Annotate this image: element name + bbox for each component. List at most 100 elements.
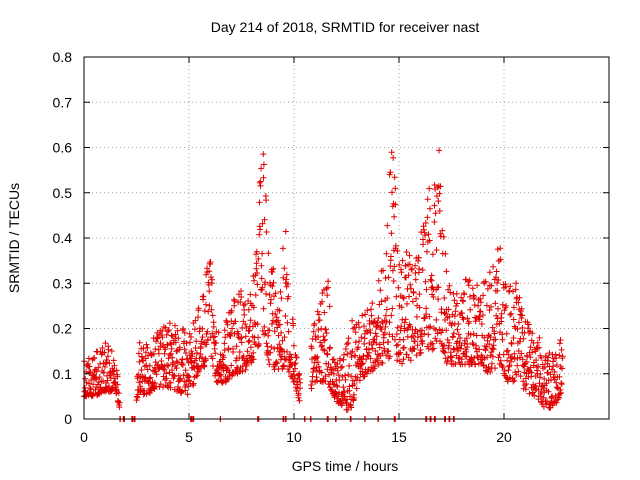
data-point	[270, 265, 277, 272]
data-point	[384, 222, 391, 229]
data-point	[527, 344, 534, 351]
data-point	[414, 328, 421, 335]
data-point	[258, 275, 265, 282]
data-point	[545, 354, 552, 361]
data-point	[101, 363, 108, 370]
data-point	[296, 376, 303, 382]
data-point	[428, 277, 435, 284]
data-point	[366, 349, 372, 356]
data-point	[356, 377, 363, 384]
data-point	[258, 165, 265, 172]
data-point	[406, 252, 413, 259]
data-point	[483, 344, 490, 350]
data-point	[136, 358, 143, 365]
data-point	[134, 394, 141, 401]
data-point	[380, 334, 387, 341]
data-point	[383, 250, 390, 257]
data-point	[389, 333, 396, 340]
data-point	[488, 303, 494, 310]
data-point	[260, 174, 267, 181]
data-point	[442, 250, 449, 257]
data-point	[259, 250, 266, 257]
data-point	[467, 306, 474, 313]
data-point	[510, 378, 517, 385]
data-point	[424, 196, 431, 203]
data-point	[515, 299, 522, 306]
data-point	[476, 346, 483, 353]
data-point	[385, 348, 392, 354]
data-point	[398, 304, 405, 311]
data-point	[207, 259, 214, 265]
x-tick-label: 20	[496, 429, 512, 445]
data-point	[372, 348, 379, 354]
data-point	[434, 330, 441, 337]
data-point	[147, 374, 154, 381]
data-point	[113, 386, 120, 393]
data-point	[256, 231, 263, 238]
data-point	[345, 335, 352, 342]
data-point	[401, 344, 408, 351]
data-point	[505, 351, 512, 358]
data-point	[201, 363, 208, 370]
data-point	[145, 379, 152, 386]
data-point	[418, 327, 425, 334]
data-point	[280, 362, 287, 369]
data-point	[535, 386, 542, 393]
data-point	[420, 241, 427, 248]
data-point	[195, 314, 201, 321]
data-point	[348, 354, 355, 360]
data-point	[346, 362, 353, 369]
data-point	[469, 285, 476, 292]
data-point	[511, 350, 518, 357]
data-point	[325, 361, 332, 367]
data-point	[558, 381, 565, 388]
data-point	[504, 347, 511, 354]
data-point	[225, 345, 232, 352]
data-point	[355, 344, 362, 351]
data-point	[391, 174, 398, 181]
data-point	[527, 354, 534, 361]
data-point	[436, 147, 443, 154]
data-point	[533, 357, 540, 364]
data-point	[425, 345, 432, 352]
data-point	[444, 336, 451, 343]
data-point	[159, 328, 166, 334]
data-point	[290, 342, 297, 349]
data-point	[559, 365, 565, 372]
data-point	[436, 190, 443, 197]
data-point	[236, 349, 243, 355]
data-point	[461, 291, 468, 298]
data-point	[521, 382, 528, 389]
data-point	[210, 323, 217, 330]
data-point	[477, 299, 484, 306]
data-point	[328, 366, 335, 373]
data-point	[110, 357, 117, 364]
data-point	[407, 281, 414, 288]
data-point	[204, 337, 211, 344]
data-point	[161, 350, 168, 357]
data-point	[420, 226, 427, 233]
data-point	[105, 353, 111, 360]
data-point	[204, 328, 211, 335]
data-point	[545, 369, 551, 376]
data-point	[400, 336, 407, 343]
data-point	[93, 375, 100, 382]
data-point	[243, 362, 250, 369]
data-point	[200, 293, 207, 300]
data-point	[297, 385, 303, 392]
data-point	[263, 197, 270, 204]
data-point	[330, 381, 337, 388]
data-point	[495, 354, 502, 361]
data-point	[203, 271, 210, 278]
data-point	[87, 385, 93, 392]
data-point	[175, 335, 182, 342]
data-point	[496, 257, 503, 264]
data-point	[134, 375, 141, 382]
data-point	[206, 268, 213, 275]
chart-title: Day 214 of 2018, SRMTID for receiver nas…	[211, 19, 480, 35]
data-point	[369, 300, 376, 307]
data-point	[257, 178, 264, 185]
data-point	[258, 262, 265, 269]
data-point	[500, 363, 506, 370]
data-point	[411, 338, 418, 345]
